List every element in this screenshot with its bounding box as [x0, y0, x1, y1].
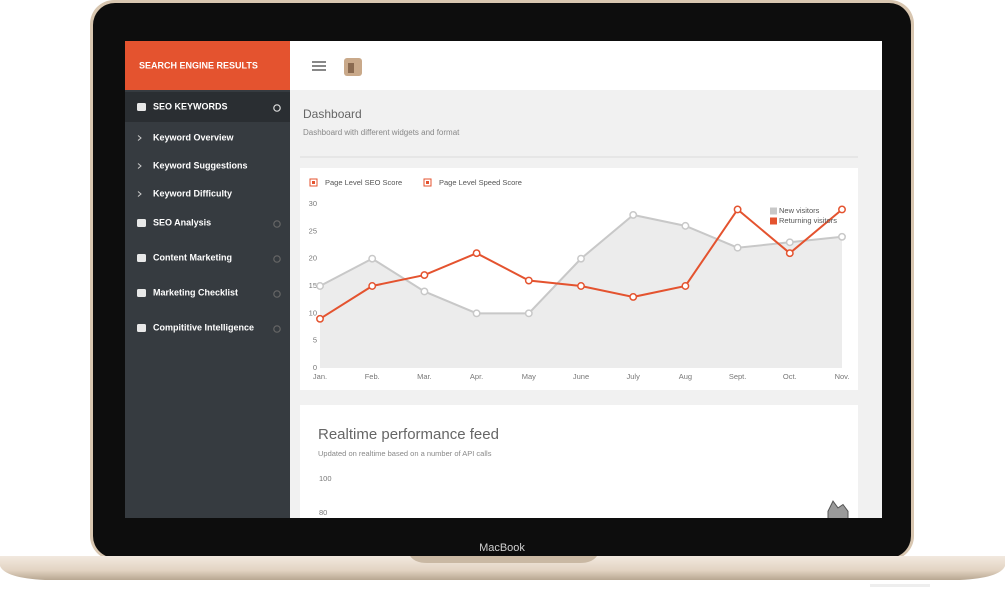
y-tick-label: 5 — [313, 336, 317, 345]
point — [316, 314, 324, 323]
menu-icon — [137, 219, 146, 227]
top-bar — [290, 41, 882, 90]
menu-item[interactable]: Content Marketing — [153, 252, 232, 262]
brand-label: MacBook — [479, 542, 525, 554]
menu-toggle — [273, 220, 281, 228]
point — [733, 205, 742, 214]
point — [733, 243, 742, 252]
x-tick-label: Aug — [679, 372, 692, 381]
hamburger[interactable] — [312, 61, 326, 71]
point — [838, 232, 846, 241]
point — [681, 221, 690, 230]
point — [524, 276, 533, 285]
base-notch — [410, 556, 597, 563]
brand-title: SEARCH ENGINE RESULTS — [139, 60, 258, 70]
avatar-detail — [348, 63, 354, 73]
point — [577, 282, 585, 290]
point — [472, 249, 481, 258]
realtime-chart: 100 80 — [319, 474, 849, 518]
point — [785, 238, 794, 247]
menu-toggle — [273, 255, 281, 263]
x-tick-label: Apr. — [470, 372, 483, 381]
active-menu-bg — [125, 92, 290, 122]
point — [629, 210, 638, 219]
y-tick-label: 0 — [313, 363, 317, 372]
y-tick-label: 30 — [309, 199, 317, 208]
submenu-item[interactable]: Keyword Difficulty — [153, 188, 232, 198]
menu-toggle — [273, 325, 281, 333]
menu-icon — [137, 324, 146, 332]
menu-toggle — [273, 290, 281, 298]
point — [368, 254, 377, 263]
y-tick-label: 10 — [309, 308, 317, 317]
x-tick-label: Feb. — [365, 372, 380, 381]
legend-swatch-dot — [426, 181, 429, 184]
x-tick-label: Nov. — [835, 372, 850, 381]
area — [827, 500, 849, 518]
x-tick-label: Oct. — [783, 372, 797, 381]
hamburger-line — [312, 61, 326, 63]
area — [320, 214, 842, 368]
point — [316, 282, 324, 290]
legend-swatch-dot — [312, 181, 315, 184]
x-tick-label: Sept. — [729, 372, 747, 381]
x-tick-label: June — [573, 372, 589, 381]
menu-item[interactable]: SEO Analysis — [153, 217, 211, 227]
chevron — [137, 163, 142, 169]
chevron — [137, 191, 142, 197]
point — [368, 282, 377, 290]
menu-icon — [137, 103, 146, 111]
point — [838, 205, 846, 214]
y-tick-label: 100 — [319, 474, 332, 483]
chevron — [137, 135, 142, 141]
legend-swatch — [770, 217, 777, 225]
x-tick-label: Jan. — [313, 372, 327, 381]
line-chart: Page Level SEO Score Page Level Speed Sco… — [309, 178, 850, 381]
menu-toggle — [273, 104, 281, 112]
realtime-card — [300, 405, 858, 518]
card-title: Realtime performance feed — [318, 426, 499, 443]
submenu-item[interactable]: Keyword Overview — [153, 132, 235, 142]
point — [420, 271, 429, 280]
menu-item[interactable]: Compititive Intelligence — [153, 322, 254, 332]
menu-item[interactable]: SEO KEYWORDS — [153, 101, 228, 111]
y-tick-label: 20 — [309, 254, 317, 263]
card-subtitle: Updated on realtime based on a number of… — [318, 449, 492, 458]
y-tick-label: 15 — [309, 281, 317, 290]
page-subtitle: Dashboard with different widgets and for… — [303, 128, 460, 137]
shadow — [870, 584, 930, 587]
point — [681, 282, 690, 290]
screen: SEARCH ENGINE RESULTS SEO KEYWORDS Keywor… — [125, 41, 882, 518]
menu-icon — [137, 254, 146, 262]
point — [524, 309, 533, 318]
menu-item[interactable]: Marketing Checklist — [153, 287, 238, 297]
menu-icon — [137, 289, 146, 297]
menu: SEO KEYWORDS Keyword Overview Keyword Sugg… — [137, 101, 281, 333]
submenu-item[interactable]: Keyword Suggestions — [153, 160, 248, 170]
legend-label: Page Level SEO Score — [325, 178, 402, 187]
hamburger-line — [312, 65, 326, 67]
point — [472, 309, 481, 318]
legend-swatch — [770, 207, 777, 215]
point — [629, 292, 638, 301]
legend-label: New visitors — [779, 206, 820, 215]
x-tick-label: May — [522, 372, 536, 381]
point — [577, 254, 585, 263]
x-tick-label: Mar. — [417, 372, 432, 381]
point — [420, 287, 429, 296]
legend-label: Returning visitors — [779, 216, 837, 225]
y-tick-label: 25 — [309, 226, 317, 235]
legend-label: Page Level Speed Score — [439, 178, 522, 187]
y-tick-label: 80 — [319, 508, 327, 517]
laptop-base — [0, 556, 1005, 580]
point — [785, 249, 794, 258]
hamburger-line — [312, 69, 326, 71]
x-tick-label: July — [627, 372, 641, 381]
page-title: Dashboard — [303, 107, 362, 121]
sidebar-header — [125, 41, 290, 90]
